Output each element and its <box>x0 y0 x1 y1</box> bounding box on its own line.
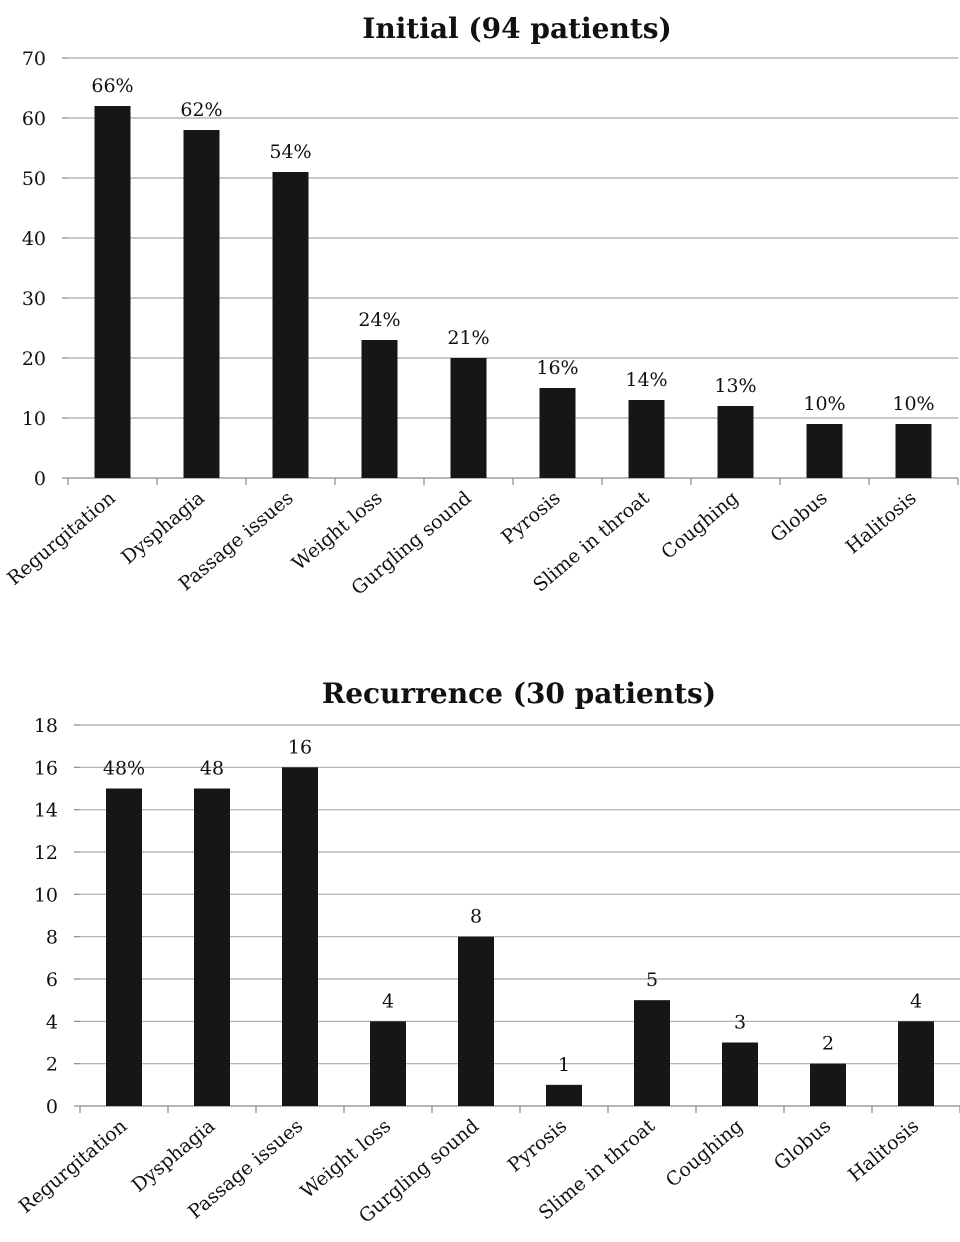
y-tick-label: 60 <box>22 108 46 130</box>
bar <box>450 358 487 478</box>
bar <box>94 106 131 478</box>
category-label: Pyrosis <box>497 487 564 549</box>
y-tick-label: 0 <box>34 468 46 490</box>
y-tick-label: 40 <box>22 228 46 250</box>
bar <box>458 936 494 1106</box>
y-tick-label: 8 <box>46 927 58 949</box>
chart-title: Initial (94 patients) <box>362 12 672 45</box>
y-tick-label: 30 <box>22 288 46 310</box>
data-label: 16% <box>536 357 578 379</box>
data-label: 66% <box>91 75 133 97</box>
y-tick-label: 14 <box>34 800 58 822</box>
y-tick-label: 10 <box>22 408 46 430</box>
bar <box>282 767 318 1106</box>
y-tick-label: 50 <box>22 168 46 190</box>
chart-2: Recurrence (30 patients)0246810121416184… <box>15 677 960 1228</box>
data-label: 14% <box>625 369 667 391</box>
category-label: Regurgitation <box>15 1115 132 1218</box>
y-tick-label: 2 <box>46 1054 58 1076</box>
category-label: Halitosis <box>844 1115 923 1186</box>
bar <box>806 424 843 478</box>
bar <box>183 130 220 478</box>
y-tick-label: 0 <box>46 1096 58 1118</box>
category-label: Regurgitation <box>3 487 120 590</box>
data-label: 2 <box>822 1033 834 1055</box>
y-tick-label: 70 <box>22 48 46 70</box>
data-label: 10% <box>803 393 845 415</box>
bar <box>898 1021 934 1106</box>
data-label: 24% <box>358 309 400 331</box>
data-label: 48 <box>200 758 224 780</box>
category-label: Globus <box>770 1115 835 1175</box>
data-label: 62% <box>180 99 222 121</box>
data-label: 48% <box>103 758 145 780</box>
bar <box>722 1042 758 1106</box>
y-tick-label: 12 <box>34 842 58 864</box>
y-tick-label: 20 <box>22 348 46 370</box>
category-label: Coughing <box>662 1115 747 1192</box>
bar <box>546 1084 582 1106</box>
bar <box>628 400 665 478</box>
category-label: Dysphagia <box>117 487 209 569</box>
y-tick-label: 6 <box>46 969 58 991</box>
bar <box>634 1000 670 1106</box>
category-label: Coughing <box>657 487 742 564</box>
bar <box>717 406 754 478</box>
data-label: 5 <box>646 969 658 991</box>
data-label: 8 <box>470 906 482 928</box>
data-label: 16 <box>288 736 312 758</box>
chart-title: Recurrence (30 patients) <box>322 677 716 710</box>
bar <box>370 1021 406 1106</box>
data-label: 54% <box>269 141 311 163</box>
y-tick-label: 16 <box>34 757 58 779</box>
bar <box>361 340 398 478</box>
data-label: 4 <box>910 990 922 1012</box>
bar <box>895 424 932 478</box>
y-tick-label: 4 <box>46 1011 58 1033</box>
category-label: Globus <box>766 487 831 547</box>
category-label: Pyrosis <box>504 1115 571 1177</box>
data-label: 4 <box>382 990 394 1012</box>
category-label: Dysphagia <box>128 1115 220 1197</box>
bar <box>810 1063 846 1106</box>
category-label: Halitosis <box>842 487 921 558</box>
y-tick-label: 10 <box>34 884 58 906</box>
data-label: 3 <box>734 1012 746 1034</box>
data-label: 1 <box>558 1054 570 1076</box>
bar <box>106 788 142 1106</box>
data-label: 13% <box>714 375 756 397</box>
bar <box>539 388 576 478</box>
y-tick-label: 18 <box>34 715 58 737</box>
bar <box>194 788 230 1106</box>
data-label: 21% <box>447 327 489 349</box>
data-label: 10% <box>892 393 934 415</box>
chart-1: Initial (94 patients) 0 10 20 30 40 50 60 70 66% R… <box>3 12 959 600</box>
bar <box>272 172 309 478</box>
